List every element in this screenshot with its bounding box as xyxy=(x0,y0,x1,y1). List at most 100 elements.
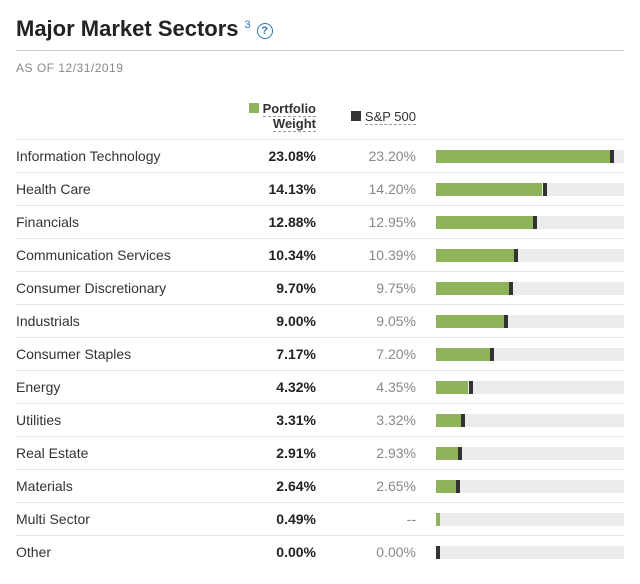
title-row: Major Market Sectors 3 ? xyxy=(16,16,624,51)
table-row: Financials12.88%12.95% xyxy=(16,205,624,238)
benchmark-marker xyxy=(490,348,494,361)
bar-track xyxy=(436,447,624,460)
table-row: Other0.00%0.00% xyxy=(16,535,624,568)
benchmark-swatch-icon xyxy=(351,111,361,121)
bar-cell xyxy=(416,249,624,262)
portfolio-bar xyxy=(436,414,461,427)
bar-track xyxy=(436,513,624,526)
bar-track xyxy=(436,414,624,427)
page-title: Major Market Sectors xyxy=(16,16,239,42)
portfolio-weight: 10.34% xyxy=(216,247,316,263)
bar-cell xyxy=(416,282,624,295)
benchmark-marker xyxy=(533,216,537,229)
benchmark-weight: 0.00% xyxy=(316,544,416,560)
sector-name: Real Estate xyxy=(16,445,216,461)
portfolio-weight: 0.49% xyxy=(216,511,316,527)
bar-track xyxy=(436,315,624,328)
sector-name: Other xyxy=(16,544,216,560)
help-icon[interactable]: ? xyxy=(257,23,273,39)
portfolio-weight: 4.32% xyxy=(216,379,316,395)
table-row: Information Technology23.08%23.20% xyxy=(16,139,624,172)
sector-name: Health Care xyxy=(16,181,216,197)
bar-cell xyxy=(416,315,624,328)
benchmark-weight: 4.35% xyxy=(316,379,416,395)
bar-track xyxy=(436,480,624,493)
table-row: Multi Sector0.49%-- xyxy=(16,502,624,535)
benchmark-marker xyxy=(456,480,460,493)
portfolio-weight: 9.70% xyxy=(216,280,316,296)
bar-track xyxy=(436,216,624,229)
portfolio-weight: 0.00% xyxy=(216,544,316,560)
legend-benchmark-label: S&P 500 xyxy=(365,109,416,125)
benchmark-marker xyxy=(610,150,614,163)
table-row: Communication Services10.34%10.39% xyxy=(16,238,624,271)
as-of-date: AS OF 12/31/2019 xyxy=(16,61,624,75)
benchmark-marker xyxy=(469,381,473,394)
benchmark-weight: 9.05% xyxy=(316,313,416,329)
portfolio-bar xyxy=(436,480,456,493)
benchmark-marker xyxy=(461,414,465,427)
benchmark-weight: 9.75% xyxy=(316,280,416,296)
benchmark-marker xyxy=(509,282,513,295)
portfolio-weight: 3.31% xyxy=(216,412,316,428)
portfolio-bar xyxy=(436,150,610,163)
legend-benchmark[interactable]: S&P 500 xyxy=(316,109,416,124)
benchmark-marker xyxy=(514,249,518,262)
table-header: Portfolio Weight S&P 500 xyxy=(16,97,624,139)
benchmark-weight: 10.39% xyxy=(316,247,416,263)
portfolio-bar xyxy=(436,513,440,526)
benchmark-weight: 12.95% xyxy=(316,214,416,230)
bar-cell xyxy=(416,381,624,394)
sector-name: Utilities xyxy=(16,412,216,428)
portfolio-weight: 23.08% xyxy=(216,148,316,164)
legend-portfolio[interactable]: Portfolio Weight xyxy=(216,101,316,131)
table-row: Health Care14.13%14.20% xyxy=(16,172,624,205)
sector-name: Consumer Staples xyxy=(16,346,216,362)
portfolio-bar xyxy=(436,216,533,229)
portfolio-bar xyxy=(436,249,514,262)
sector-rows: Information Technology23.08%23.20%Health… xyxy=(16,139,624,568)
bar-cell xyxy=(416,183,624,196)
benchmark-weight: 14.20% xyxy=(316,181,416,197)
benchmark-weight: 2.93% xyxy=(316,445,416,461)
bar-cell xyxy=(416,513,624,526)
benchmark-marker xyxy=(543,183,547,196)
sector-name: Financials xyxy=(16,214,216,230)
table-row: Consumer Discretionary9.70%9.75% xyxy=(16,271,624,304)
sector-name: Information Technology xyxy=(16,148,216,164)
legend-portfolio-label: Portfolio Weight xyxy=(263,101,316,132)
footnote-ref[interactable]: 3 xyxy=(245,19,251,31)
sector-name: Energy xyxy=(16,379,216,395)
portfolio-bar xyxy=(436,447,458,460)
sector-name: Consumer Discretionary xyxy=(16,280,216,296)
bar-cell xyxy=(416,414,624,427)
sector-name: Industrials xyxy=(16,313,216,329)
bar-track xyxy=(436,183,624,196)
portfolio-weight: 2.91% xyxy=(216,445,316,461)
portfolio-weight: 14.13% xyxy=(216,181,316,197)
bar-track xyxy=(436,249,624,262)
table-row: Utilities3.31%3.32% xyxy=(16,403,624,436)
sector-name: Multi Sector xyxy=(16,511,216,527)
benchmark-weight: -- xyxy=(316,511,416,527)
table-row: Energy4.32%4.35% xyxy=(16,370,624,403)
table-row: Industrials9.00%9.05% xyxy=(16,304,624,337)
portfolio-weight: 9.00% xyxy=(216,313,316,329)
sector-name: Materials xyxy=(16,478,216,494)
portfolio-bar xyxy=(436,183,542,196)
benchmark-weight: 23.20% xyxy=(316,148,416,164)
bar-track xyxy=(436,150,624,163)
bar-cell xyxy=(416,216,624,229)
table-row: Real Estate2.91%2.93% xyxy=(16,436,624,469)
benchmark-weight: 2.65% xyxy=(316,478,416,494)
portfolio-bar xyxy=(436,282,509,295)
sector-name: Communication Services xyxy=(16,247,216,263)
portfolio-bar xyxy=(436,381,468,394)
bar-track xyxy=(436,282,624,295)
benchmark-weight: 3.32% xyxy=(316,412,416,428)
portfolio-weight: 7.17% xyxy=(216,346,316,362)
bar-cell xyxy=(416,480,624,493)
table-row: Materials2.64%2.65% xyxy=(16,469,624,502)
benchmark-weight: 7.20% xyxy=(316,346,416,362)
portfolio-swatch-icon xyxy=(249,103,259,113)
